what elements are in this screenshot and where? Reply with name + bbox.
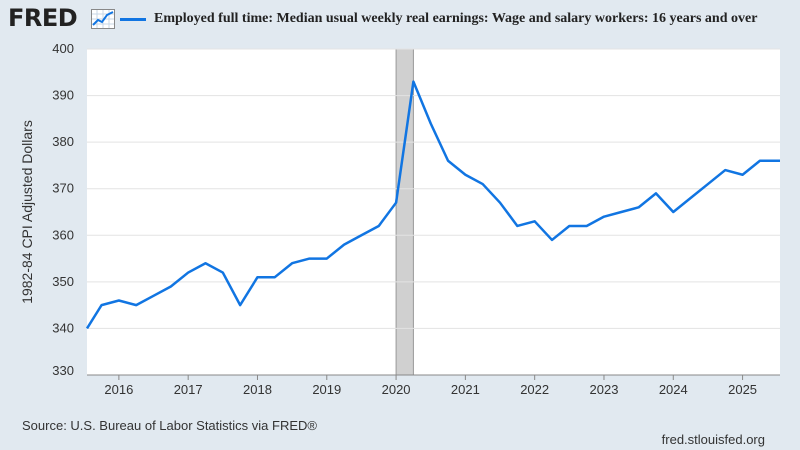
data-point[interactable]: [566, 223, 572, 229]
data-point[interactable]: [722, 167, 728, 173]
y-axis-label: 1982-84 CPI Adjusted Dollars: [19, 120, 35, 304]
x-tick-label: 2016: [104, 382, 133, 397]
x-tick-label: 2023: [590, 382, 619, 397]
data-point[interactable]: [393, 200, 399, 206]
x-tick-label: 2022: [520, 382, 549, 397]
data-point[interactable]: [601, 214, 607, 220]
y-tick-label: 370: [52, 181, 74, 196]
data-point[interactable]: [653, 190, 659, 196]
data-point[interactable]: [445, 158, 451, 164]
data-point[interactable]: [151, 293, 157, 299]
x-tick-label: 2021: [451, 382, 480, 397]
data-point[interactable]: [705, 181, 711, 187]
legend-label: Employed full time: Median usual weekly …: [154, 11, 758, 26]
data-point[interactable]: [670, 209, 676, 215]
plot-area: [87, 49, 780, 375]
data-point[interactable]: [185, 270, 191, 276]
data-point[interactable]: [358, 232, 364, 238]
data-point[interactable]: [757, 158, 763, 164]
x-tick-label: 2019: [312, 382, 341, 397]
data-point[interactable]: [532, 218, 538, 224]
y-tick-label: 390: [52, 88, 74, 103]
x-tick-label: 2020: [382, 382, 411, 397]
data-point[interactable]: [306, 256, 312, 262]
data-point[interactable]: [203, 260, 209, 266]
data-point[interactable]: [549, 237, 555, 243]
legend-swatch: [120, 17, 146, 21]
data-point[interactable]: [237, 302, 243, 308]
x-tick-label: 2017: [174, 382, 203, 397]
data-point[interactable]: [497, 200, 503, 206]
y-tick-label: 380: [52, 134, 74, 149]
data-point[interactable]: [636, 204, 642, 210]
chart-legend[interactable]: Employed full time: Median usual weekly …: [120, 11, 757, 27]
data-point[interactable]: [324, 256, 330, 262]
data-point[interactable]: [289, 260, 295, 266]
data-point[interactable]: [410, 79, 416, 85]
y-tick-label: 350: [52, 274, 74, 289]
data-point[interactable]: [428, 121, 434, 127]
data-point[interactable]: [376, 223, 382, 229]
data-point[interactable]: [462, 172, 468, 178]
data-point[interactable]: [220, 270, 226, 276]
source-note: Source: U.S. Bureau of Labor Statistics …: [22, 418, 317, 433]
data-point[interactable]: [480, 181, 486, 187]
x-tick-label: 2024: [659, 382, 688, 397]
data-point[interactable]: [514, 223, 520, 229]
site-link[interactable]: fred.stlouisfed.org: [661, 432, 765, 447]
line-chart-icon: [91, 9, 115, 29]
y-tick-label: 360: [52, 227, 74, 242]
data-point[interactable]: [272, 274, 278, 280]
x-tick-label: 2025: [728, 382, 757, 397]
data-point[interactable]: [618, 209, 624, 215]
data-point[interactable]: [84, 325, 90, 331]
x-tick-label: 2018: [243, 382, 272, 397]
data-point[interactable]: [168, 284, 174, 290]
data-point[interactable]: [688, 195, 694, 201]
data-point[interactable]: [254, 274, 260, 280]
data-point[interactable]: [133, 302, 139, 308]
data-point[interactable]: [584, 223, 590, 229]
data-point[interactable]: [740, 172, 746, 178]
series-line[interactable]: [85, 80, 780, 330]
data-point[interactable]: [777, 158, 783, 164]
y-tick-label: 340: [52, 320, 74, 335]
data-point[interactable]: [99, 302, 105, 308]
data-point[interactable]: [341, 242, 347, 248]
fred-logo[interactable]: FRED: [8, 4, 78, 32]
data-point[interactable]: [116, 297, 122, 303]
y-tick-label: 330: [52, 363, 74, 378]
y-tick-label: 400: [52, 41, 74, 56]
